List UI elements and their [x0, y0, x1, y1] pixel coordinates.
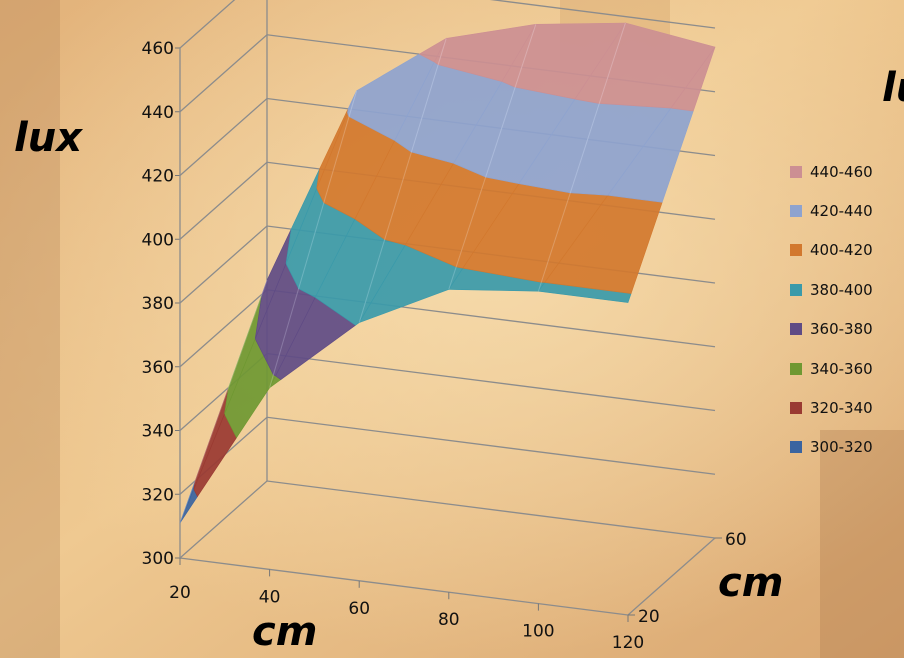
x-tick-label: 80 — [438, 610, 460, 630]
x-tick-label: 120 — [612, 633, 644, 653]
depth-tick-label: 60 — [725, 530, 747, 550]
legend-swatch — [790, 362, 802, 375]
legend-swatch — [790, 441, 802, 454]
legend-label: 400-420 — [810, 241, 873, 260]
legend-swatch — [790, 244, 802, 257]
surface-band — [418, 37, 447, 63]
x-tick-label: 40 — [259, 587, 281, 607]
y-tick-label: 320 — [142, 485, 174, 505]
y-tick-label: 460 — [142, 39, 174, 59]
legend-item: 320-340 — [790, 388, 904, 427]
surface-mesh-line — [537, 22, 626, 292]
y-tick-label: 380 — [142, 294, 174, 314]
x-tick-label: 60 — [348, 599, 370, 619]
legend-swatch — [790, 323, 802, 336]
gridline — [179, 480, 716, 559]
surface-band — [437, 23, 537, 82]
y-axis-title: lux — [14, 115, 82, 161]
floor-edge — [627, 537, 716, 616]
y-tick-label: 420 — [142, 167, 174, 187]
legend-item: 300-320 — [790, 428, 904, 467]
axis-tick-labels: 300 320 340 360 380 400 420 440 460 20 40 60 80 100 12… — [142, 39, 747, 653]
legend-item: 440-460 — [790, 152, 904, 191]
surface-band — [598, 22, 716, 109]
gridline — [179, 0, 716, 49]
depth-tick-label: 20 — [638, 607, 660, 627]
surface-mesh-line — [448, 24, 537, 290]
legend-item: 400-420 — [790, 231, 904, 270]
depth-axis-title: cm — [718, 560, 784, 606]
legend-item: 340-360 — [790, 349, 904, 388]
surface-band — [348, 53, 435, 141]
legend-swatch — [790, 165, 802, 178]
y-tick-label: 400 — [142, 230, 174, 250]
gridline — [179, 416, 716, 495]
legend-label: 380-400 — [810, 280, 873, 299]
x-tick-label: 100 — [522, 622, 554, 642]
surface-band — [179, 488, 198, 524]
legend-label: 420-440 — [810, 202, 873, 221]
x-tick-label: 20 — [169, 583, 191, 603]
legend-label: 360-380 — [810, 320, 873, 339]
legend-label: 340-360 — [810, 359, 873, 378]
surface-mesh-line — [269, 90, 358, 388]
x-axis-title: cm — [252, 609, 318, 655]
floor-edge — [179, 557, 629, 616]
legend-swatch — [790, 205, 802, 218]
legend-label: 320-340 — [810, 399, 873, 418]
surface-band — [514, 22, 626, 100]
legend-swatch — [790, 283, 802, 296]
legend-label: 300-320 — [810, 438, 873, 457]
y-tick-label: 340 — [142, 422, 174, 442]
surface-plot — [179, 22, 716, 524]
legend-title: lu — [882, 65, 904, 111]
y-tick-label: 300 — [142, 549, 174, 569]
y-tick-label: 440 — [142, 103, 174, 123]
legend: 440-460 420-440 400-420 380-400 360-380 340-3… — [790, 152, 904, 467]
surface-band — [347, 90, 357, 114]
surface-mesh-line — [179, 280, 268, 524]
y-tick-label: 360 — [142, 358, 174, 378]
legend-item: 360-380 — [790, 310, 904, 349]
legend-swatch — [790, 402, 802, 415]
legend-label: 440-460 — [810, 162, 873, 181]
legend-item: 420-440 — [790, 191, 904, 230]
legend-item: 380-400 — [790, 270, 904, 309]
surface-mesh-line — [358, 38, 447, 323]
surface-band — [254, 228, 292, 339]
